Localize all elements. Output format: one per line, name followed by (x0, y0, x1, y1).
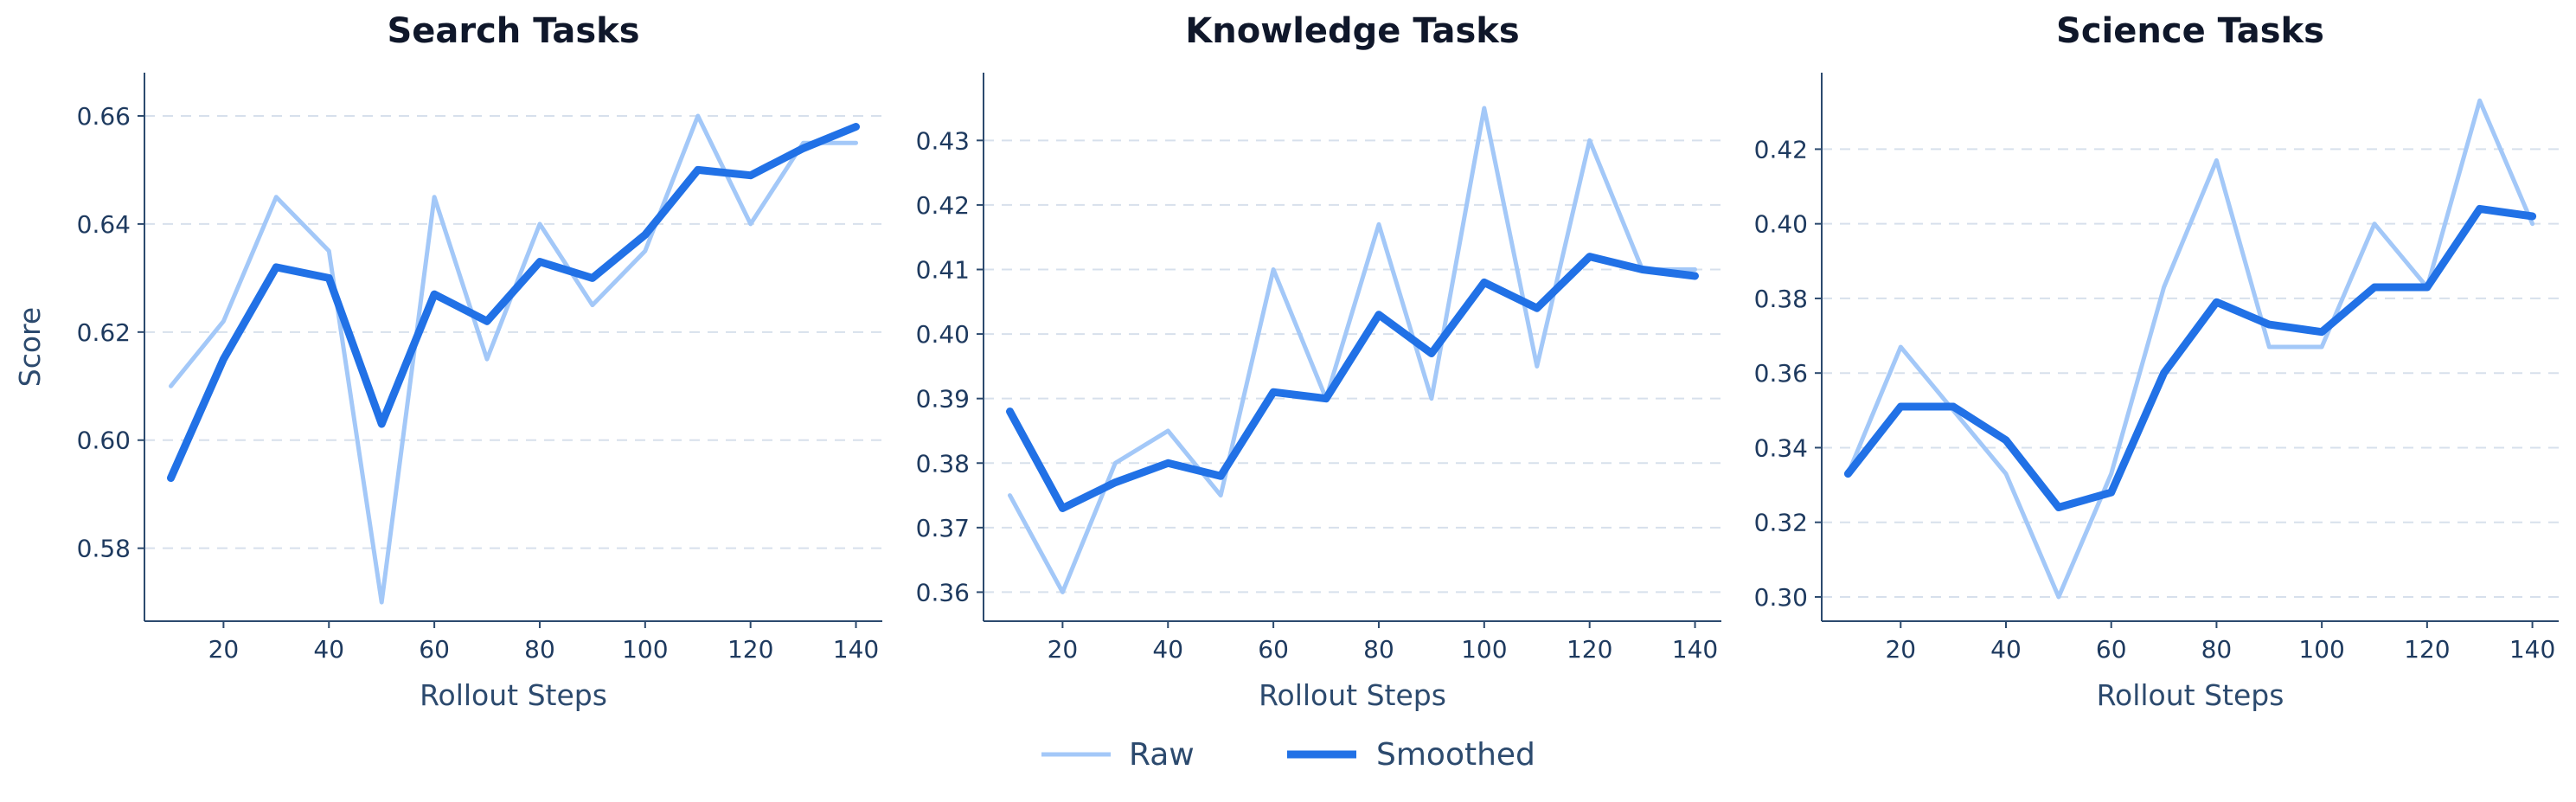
y-tick-label: 0.34 (1754, 433, 1808, 462)
x-tick-label: 60 (2096, 635, 2127, 664)
x-tick-label: 100 (2298, 635, 2344, 664)
y-tick-label: 0.39 (916, 385, 970, 414)
y-axis-label: Score (13, 307, 47, 387)
x-tick-label: 80 (1363, 635, 1394, 664)
panel-title: Knowledge Tasks (1185, 11, 1519, 51)
x-tick-label: 140 (1672, 635, 1718, 664)
y-tick-label: 0.60 (77, 427, 131, 455)
x-tick-label: 120 (1567, 635, 1612, 664)
x-axis-label: Rollout Steps (420, 678, 607, 712)
y-tick-label: 0.40 (916, 320, 970, 349)
chart-panel-1: 0.58 0.60 0.62 0.64 0.66 20 40 60 80 100 120 140 Sea… (13, 11, 882, 712)
x-tick-label: 40 (1990, 635, 2022, 664)
legend-smoothed-label: Smoothed (1376, 737, 1535, 773)
chart-panels: 0.58 0.60 0.62 0.64 0.66 20 40 60 80 100 120 140 Sea… (13, 11, 2559, 712)
y-tick-label: 0.62 (77, 318, 131, 347)
x-tick-label: 40 (1152, 635, 1183, 664)
series-raw-line (1845, 98, 2535, 600)
panel-title: Science Tasks (2056, 11, 2324, 51)
x-tick-label: 40 (313, 635, 344, 664)
y-tick-label: 0.41 (916, 255, 970, 284)
y-tick-label: 0.43 (916, 126, 970, 155)
x-tick-label: 140 (2509, 635, 2555, 664)
y-tick-label: 0.32 (1754, 509, 1808, 537)
y-tick-label: 0.40 (1754, 210, 1808, 239)
x-axis-label: Rollout Steps (1259, 678, 1446, 712)
x-axis-label: Rollout Steps (2097, 678, 2284, 712)
y-tick-label: 0.37 (916, 514, 970, 542)
y-tick-label: 0.36 (916, 578, 970, 606)
series-smoothed-line (1843, 204, 2537, 511)
legend: Raw Smoothed (1041, 737, 1535, 773)
x-tick-label: 80 (2201, 635, 2233, 664)
y-tick-label: 0.58 (77, 535, 131, 563)
x-tick-label: 120 (2404, 635, 2450, 664)
x-tick-label: 20 (1885, 635, 1916, 664)
x-tick-label: 20 (1048, 635, 1079, 664)
y-tick-label: 0.38 (1754, 285, 1808, 313)
y-tick-label: 0.38 (916, 449, 970, 478)
x-tick-label: 20 (208, 635, 240, 664)
chart-panel-2: 0.36 0.37 0.38 0.39 0.40 0.41 0.42 0.43 20 40 60 80… (916, 11, 1721, 712)
y-tick-label: 0.30 (1754, 583, 1808, 612)
chart-panel-3: 0.30 0.32 0.34 0.36 0.38 0.40 0.42 20 40 60 80 100 1… (1754, 11, 2559, 712)
x-tick-label: 100 (1461, 635, 1507, 664)
x-tick-label: 60 (1258, 635, 1289, 664)
x-tick-label: 140 (833, 635, 879, 664)
x-tick-label: 60 (419, 635, 450, 664)
legend-raw-label: Raw (1129, 737, 1195, 773)
series-raw-line (1008, 106, 1697, 594)
x-tick-label: 100 (622, 635, 668, 664)
y-tick-label: 0.42 (916, 191, 970, 220)
series-smoothed-line (167, 123, 860, 482)
y-tick-label: 0.42 (1754, 135, 1808, 164)
x-tick-label: 120 (727, 635, 773, 664)
series-raw-line (169, 113, 858, 605)
y-tick-label: 0.66 (77, 102, 131, 131)
y-tick-label: 0.64 (77, 210, 131, 239)
panel-title: Search Tasks (387, 11, 639, 51)
y-tick-label: 0.36 (1754, 359, 1808, 388)
series-smoothed-line (1006, 253, 1699, 512)
x-tick-label: 80 (524, 635, 555, 664)
